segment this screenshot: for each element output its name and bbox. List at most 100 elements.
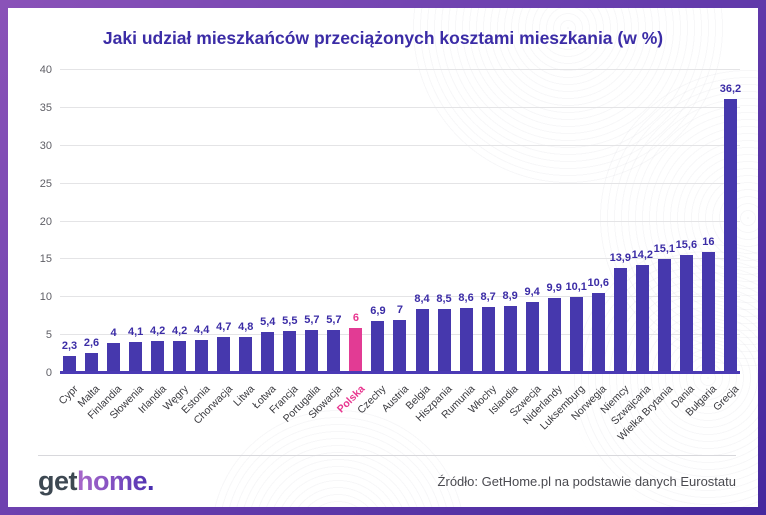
bar-column-Włochy: 8,7 xyxy=(480,70,496,373)
bar-value-Łotwa: 5,4 xyxy=(260,316,276,329)
bar-column-Francja: 5,5 xyxy=(282,70,298,373)
bar-column-Austria: 7 xyxy=(393,70,407,373)
x-label-slot-Bułgaria: Bułgaria xyxy=(684,373,720,455)
logo-text-get: get xyxy=(38,466,78,496)
bar-Finlandia xyxy=(107,342,121,373)
x-label-slot-Polska: Polska xyxy=(334,373,366,455)
bar-value-Austria: 7 xyxy=(396,303,404,316)
bar-column-Łotwa: 5,4 xyxy=(260,70,276,373)
bar-Litwa xyxy=(239,336,253,373)
gethome-logo: gethome. xyxy=(38,466,155,497)
bar-value-Włochy: 8,7 xyxy=(480,291,496,304)
bar-value-Norwegia: 10,6 xyxy=(587,276,609,289)
footer: gethome. Źródło: GetHome.pl na podstawie… xyxy=(38,455,736,497)
bar-value-Czechy: 6,9 xyxy=(370,304,386,317)
bar-Luksemburg xyxy=(569,296,583,373)
bar-Norwegia xyxy=(591,292,605,373)
bar-Słowacja xyxy=(327,329,341,373)
x-label-slot-Litwa: Litwa xyxy=(231,373,257,455)
x-label-slot-Wielka Brytania: Wielka Brytania xyxy=(615,373,675,455)
y-tick-label-40: 40 xyxy=(39,64,52,76)
bar-value-Luksemburg: 10,1 xyxy=(565,280,587,293)
bar-value-Malta: 2,6 xyxy=(83,337,100,350)
bar-Islandia xyxy=(503,305,517,373)
bar-Czechy xyxy=(371,320,385,373)
bar-value-Słowacja: 5,7 xyxy=(326,313,342,326)
x-label-slot-Norwegia: Norwegia xyxy=(569,373,609,455)
bar-value-Rumunia: 8,6 xyxy=(458,291,474,304)
bar-column-Niderlandy: 9,9 xyxy=(546,70,562,373)
y-tick-label-25: 25 xyxy=(39,177,52,190)
x-label-slot-Łotwa: Łotwa xyxy=(250,373,278,455)
bar-column-Cypr: 2,3 xyxy=(62,70,77,373)
x-label-slot-Słowacja: Słowacja xyxy=(307,373,345,455)
bar-column-Słowenia: 4,1 xyxy=(127,70,144,373)
y-tick-label-5: 5 xyxy=(45,329,52,342)
x-label-slot-Grecja: Grecja xyxy=(711,373,741,455)
bars-container: 2,3 2,6 4 4,1 4,2 4,2 4,4 4,7 4,8 5,4 5,5 5,7 5,7 6 6,… xyxy=(60,70,742,373)
bar-Malta xyxy=(85,353,99,373)
y-tick-label-35: 35 xyxy=(39,101,52,114)
gridline-10 xyxy=(60,296,740,298)
bar-Francja xyxy=(283,331,297,373)
bar-value-Islandia: 8,9 xyxy=(502,289,518,302)
bar-Polska xyxy=(349,327,363,373)
x-axis-line xyxy=(60,371,740,374)
bar-value-Chorwacja: 4,7 xyxy=(216,321,232,334)
bar-Szwecja xyxy=(525,301,539,373)
bar-value-Finlandia: 4 xyxy=(110,326,117,339)
bar-column-Luksemburg: 10,1 xyxy=(566,70,587,373)
bar-column-Litwa: 4,8 xyxy=(238,70,253,373)
gridline-20 xyxy=(60,220,740,222)
bar-Włochy xyxy=(481,307,495,373)
bar-Wielka Brytania xyxy=(657,258,671,373)
bar-value-Estonia: 4,4 xyxy=(194,323,210,336)
bar-value-Węgry: 4,2 xyxy=(172,325,188,338)
bar-value-Niemcy: 13,9 xyxy=(609,251,631,264)
bar-column-Chorwacja: 4,7 xyxy=(216,70,232,373)
gridline-25 xyxy=(60,182,740,184)
bar-column-Estonia: 4,4 xyxy=(194,70,210,373)
bar-chart: 0 5 10 15 20 25 30 35 40 2,3 2,6 4 4,1 4,2 4,2 4,4 4,7 4… xyxy=(40,64,742,443)
bar-value-Francja: 5,5 xyxy=(282,315,298,328)
bar-Szwajcaria xyxy=(635,265,649,373)
chart-title: Jaki udział mieszkańców przeciążonych ko… xyxy=(102,28,664,48)
y-tick-label-0: 0 xyxy=(45,367,52,379)
bar-value-Irlandia: 4,2 xyxy=(149,325,166,338)
bar-Bułgaria xyxy=(701,251,715,373)
bar-value-Grecja: 36,2 xyxy=(719,82,742,95)
infographic-card: Jaki udział mieszkańców przeciążonych ko… xyxy=(8,8,758,507)
gridline-30 xyxy=(60,144,740,146)
bar-Dania xyxy=(679,254,693,373)
y-tick-label-20: 20 xyxy=(39,215,52,228)
bar-Niderlandy xyxy=(547,298,561,373)
bar-column-Hiszpania: 8,5 xyxy=(436,70,452,373)
x-label-Cypr: Cypr xyxy=(56,383,81,408)
bar-Belgia xyxy=(415,309,429,373)
bar-value-Niderlandy: 9,9 xyxy=(546,282,562,295)
bar-column-Wielka Brytania: 15,1 xyxy=(654,70,675,373)
bar-value-Słowenia: 4,1 xyxy=(127,325,144,338)
bar-Niemcy xyxy=(613,267,627,373)
gridline-40 xyxy=(60,69,740,70)
bar-Irlandia xyxy=(151,341,165,373)
x-label-slot-Cypr: Cypr xyxy=(56,373,80,455)
bar-value-Wielka Brytania: 15,1 xyxy=(653,242,676,255)
x-label-slot-Słowenia: Słowenia xyxy=(108,373,147,455)
bar-column-Finlandia: 4 xyxy=(107,70,121,373)
bar-Rumunia xyxy=(459,307,473,373)
gridline-15 xyxy=(60,258,740,260)
y-tick-label-15: 15 xyxy=(39,253,52,266)
gridline-35 xyxy=(60,106,740,108)
x-label-slot-Chorwacja: Chorwacja xyxy=(191,373,235,455)
bar-Łotwa xyxy=(261,332,275,373)
bar-column-Portugalia: 5,7 xyxy=(304,70,319,373)
bar-column-Niemcy: 13,9 xyxy=(610,70,631,373)
bar-Portugalia xyxy=(305,329,319,373)
bar-column-Islandia: 8,9 xyxy=(502,70,518,373)
x-label-slot-Węgry: Węgry xyxy=(161,373,191,455)
bar-column-Węgry: 4,2 xyxy=(172,70,188,373)
bar-Estonia xyxy=(195,339,209,373)
x-label-slot-Irlandia: Irlandia xyxy=(136,373,169,455)
bar-Hiszpania xyxy=(437,308,451,373)
